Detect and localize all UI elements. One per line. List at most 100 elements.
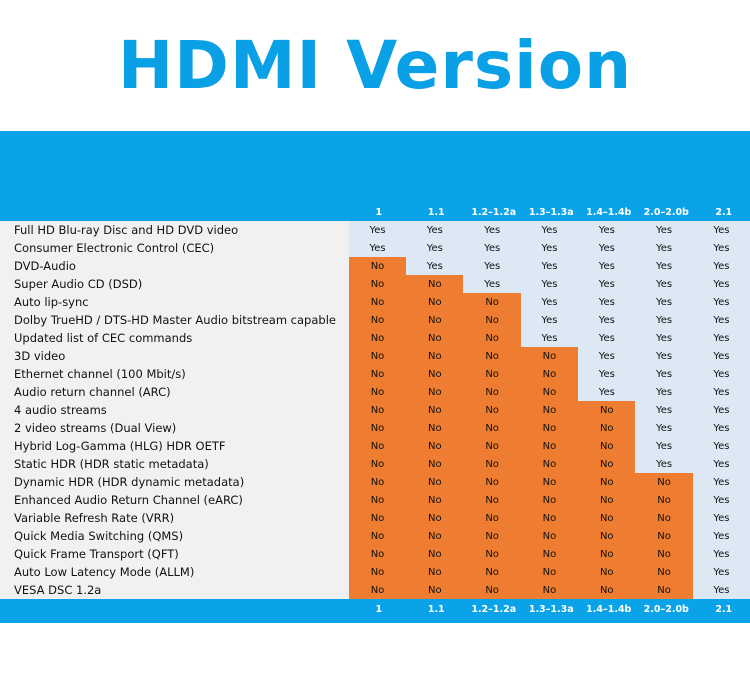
support-cell: Yes — [578, 257, 636, 275]
support-cell: No — [635, 581, 693, 599]
support-cell: Yes — [406, 221, 464, 239]
support-cell: No — [348, 563, 407, 581]
support-cell: No — [406, 455, 464, 473]
support-cell: Yes — [463, 275, 521, 293]
support-cell: No — [635, 509, 693, 527]
table-row: Enhanced Audio Return Channel (eARC) No No… — [0, 491, 750, 509]
header-version-6: 2.1 — [715, 206, 733, 218]
support-cell: Yes — [635, 311, 693, 329]
support-cell: No — [406, 527, 464, 545]
table-row: Super Audio CD (DSD) No No Yes Yes Yes Yes Yes — [0, 275, 750, 293]
support-cell: No — [520, 437, 579, 455]
feature-label: Hybrid Log-Gamma (HLG) HDR OETF — [0, 437, 349, 455]
support-cell: No — [348, 401, 407, 419]
feature-label: Dynamic HDR (HDR dynamic metadata) — [0, 473, 349, 491]
support-cell: No — [578, 473, 636, 491]
support-cell: No — [406, 563, 464, 581]
support-cell: Yes — [635, 257, 693, 275]
support-cell: No — [463, 383, 521, 401]
support-cell: Yes — [692, 221, 750, 239]
support-cell: Yes — [635, 239, 693, 257]
support-cell: No — [348, 257, 407, 275]
support-cell: No — [520, 581, 579, 599]
footer-version-4: 1.4–1.4b — [586, 603, 632, 615]
feature-label: Dolby TrueHD / DTS-HD Master Audio bitst… — [0, 311, 349, 329]
support-cell: No — [348, 419, 407, 437]
support-cell: No — [520, 455, 579, 473]
support-cell: No — [348, 329, 407, 347]
support-cell: No — [406, 383, 464, 401]
support-cell: No — [578, 491, 636, 509]
support-cell: No — [406, 293, 464, 311]
table-row: Audio return channel (ARC) No No No No Yes Yes… — [0, 383, 750, 401]
header-version-4: 1.4–1.4b — [586, 206, 632, 218]
feature-label: Variable Refresh Rate (VRR) — [0, 509, 349, 527]
header-version-2: 1.2–1.2a — [471, 206, 517, 218]
support-cell: No — [520, 401, 579, 419]
support-cell: No — [520, 473, 579, 491]
header-version-3: 1.3–1.3a — [528, 206, 574, 218]
support-cell: Yes — [635, 347, 693, 365]
support-cell: No — [348, 527, 407, 545]
feature-label: Auto lip-sync — [0, 293, 349, 311]
support-cell: Yes — [406, 239, 464, 257]
table-row: Dolby TrueHD / DTS-HD Master Audio bitst… — [0, 311, 750, 329]
support-cell: Yes — [692, 563, 750, 581]
support-cell: Yes — [635, 221, 693, 239]
support-cell: Yes — [692, 257, 750, 275]
feature-label: Super Audio CD (DSD) — [0, 275, 349, 293]
footer-version-3: 1.3–1.3a — [528, 603, 574, 615]
support-cell: Yes — [348, 221, 407, 239]
support-cell: No — [463, 545, 521, 563]
support-cell: Yes — [635, 293, 693, 311]
table-row: 4 audio streams No No No No No Yes Yes — [0, 401, 750, 419]
table-row: Auto Low Latency Mode (ALLM) No No No No No No… — [0, 563, 750, 581]
support-cell: No — [348, 491, 407, 509]
support-cell: Yes — [520, 329, 579, 347]
support-cell: No — [406, 275, 464, 293]
support-cell: No — [578, 563, 636, 581]
support-cell: Yes — [463, 239, 521, 257]
support-cell: Yes — [692, 311, 750, 329]
support-cell: No — [348, 473, 407, 491]
footer-version-1: 1.1 — [427, 603, 445, 615]
table-row: Updated list of CEC commands No No No Yes Yes… — [0, 329, 750, 347]
support-cell: Yes — [692, 329, 750, 347]
support-cell: No — [348, 581, 407, 599]
support-cell: Yes — [692, 383, 750, 401]
feature-label: 3D video — [0, 347, 349, 365]
support-cell: Yes — [578, 293, 636, 311]
table-row: Hybrid Log-Gamma (HLG) HDR OETF No No No No N… — [0, 437, 750, 455]
support-cell: No — [635, 563, 693, 581]
table-row: Quick Frame Transport (QFT) No No No No No No Y… — [0, 545, 750, 563]
support-cell: No — [463, 473, 521, 491]
feature-label: 4 audio streams — [0, 401, 349, 419]
support-cell: No — [348, 275, 407, 293]
support-cell: Yes — [692, 347, 750, 365]
version-footer-row: 1 1.1 1.2–1.2a 1.3–1.3a 1.4–1.4b 2.0–2.0b 2.1 — [0, 600, 750, 618]
support-cell: No — [406, 419, 464, 437]
support-cell: Yes — [635, 383, 693, 401]
feature-label: 2 video streams (Dual View) — [0, 419, 349, 437]
table-row: Variable Refresh Rate (VRR) No No No No No No Y… — [0, 509, 750, 527]
feature-label: Ethernet channel (100 Mbit/s) — [0, 365, 349, 383]
support-cell: Yes — [635, 419, 693, 437]
support-cell: Yes — [578, 221, 636, 239]
support-cell: Yes — [520, 239, 579, 257]
support-cell: No — [520, 545, 579, 563]
table-row: Consumer Electronic Control (CEC) Yes Yes Y… — [0, 239, 750, 257]
support-cell: Yes — [520, 311, 579, 329]
comparison-table: Full HD Blu-ray Disc and HD DVD video Yes… — [0, 221, 750, 599]
support-cell: No — [578, 455, 636, 473]
support-cell: No — [348, 365, 407, 383]
support-cell: No — [348, 311, 407, 329]
table-row: VESA DSC 1.2a No No No No No No Yes — [0, 581, 750, 599]
header-version-5: 2.0–2.0b — [643, 206, 689, 218]
support-cell: No — [520, 527, 579, 545]
support-cell: Yes — [692, 401, 750, 419]
support-cell: Yes — [348, 239, 407, 257]
support-cell: No — [348, 347, 407, 365]
support-cell: No — [520, 383, 579, 401]
support-cell: Yes — [692, 419, 750, 437]
support-cell: No — [463, 455, 521, 473]
